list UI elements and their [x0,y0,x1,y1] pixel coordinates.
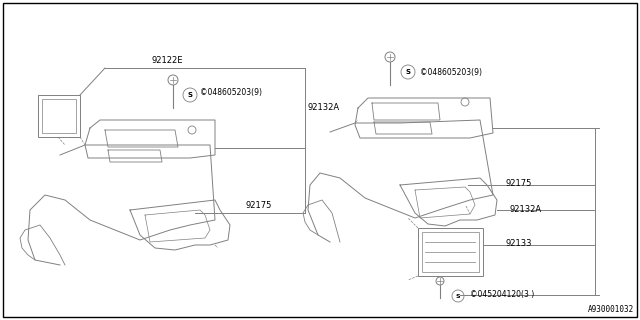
Text: ©048605203(9): ©048605203(9) [420,68,482,76]
Text: 92175: 92175 [505,179,531,188]
Text: ©045204120(3 ): ©045204120(3 ) [470,291,534,300]
Text: 92122E: 92122E [152,56,184,65]
Text: S: S [456,293,460,299]
Text: 92132A: 92132A [510,205,542,214]
Bar [422,232,479,272]
Text: S: S [188,92,193,98]
Text: S: S [406,69,410,75]
Bar [38,95,80,137]
Text: ©048605203(9): ©048605203(9) [200,89,262,98]
Text: 92175: 92175 [245,201,271,210]
Text: 92132A: 92132A [308,103,340,113]
Bar [418,228,483,276]
Bar [42,99,76,133]
Text: A930001032: A930001032 [588,305,634,314]
Text: 92133: 92133 [505,238,531,247]
